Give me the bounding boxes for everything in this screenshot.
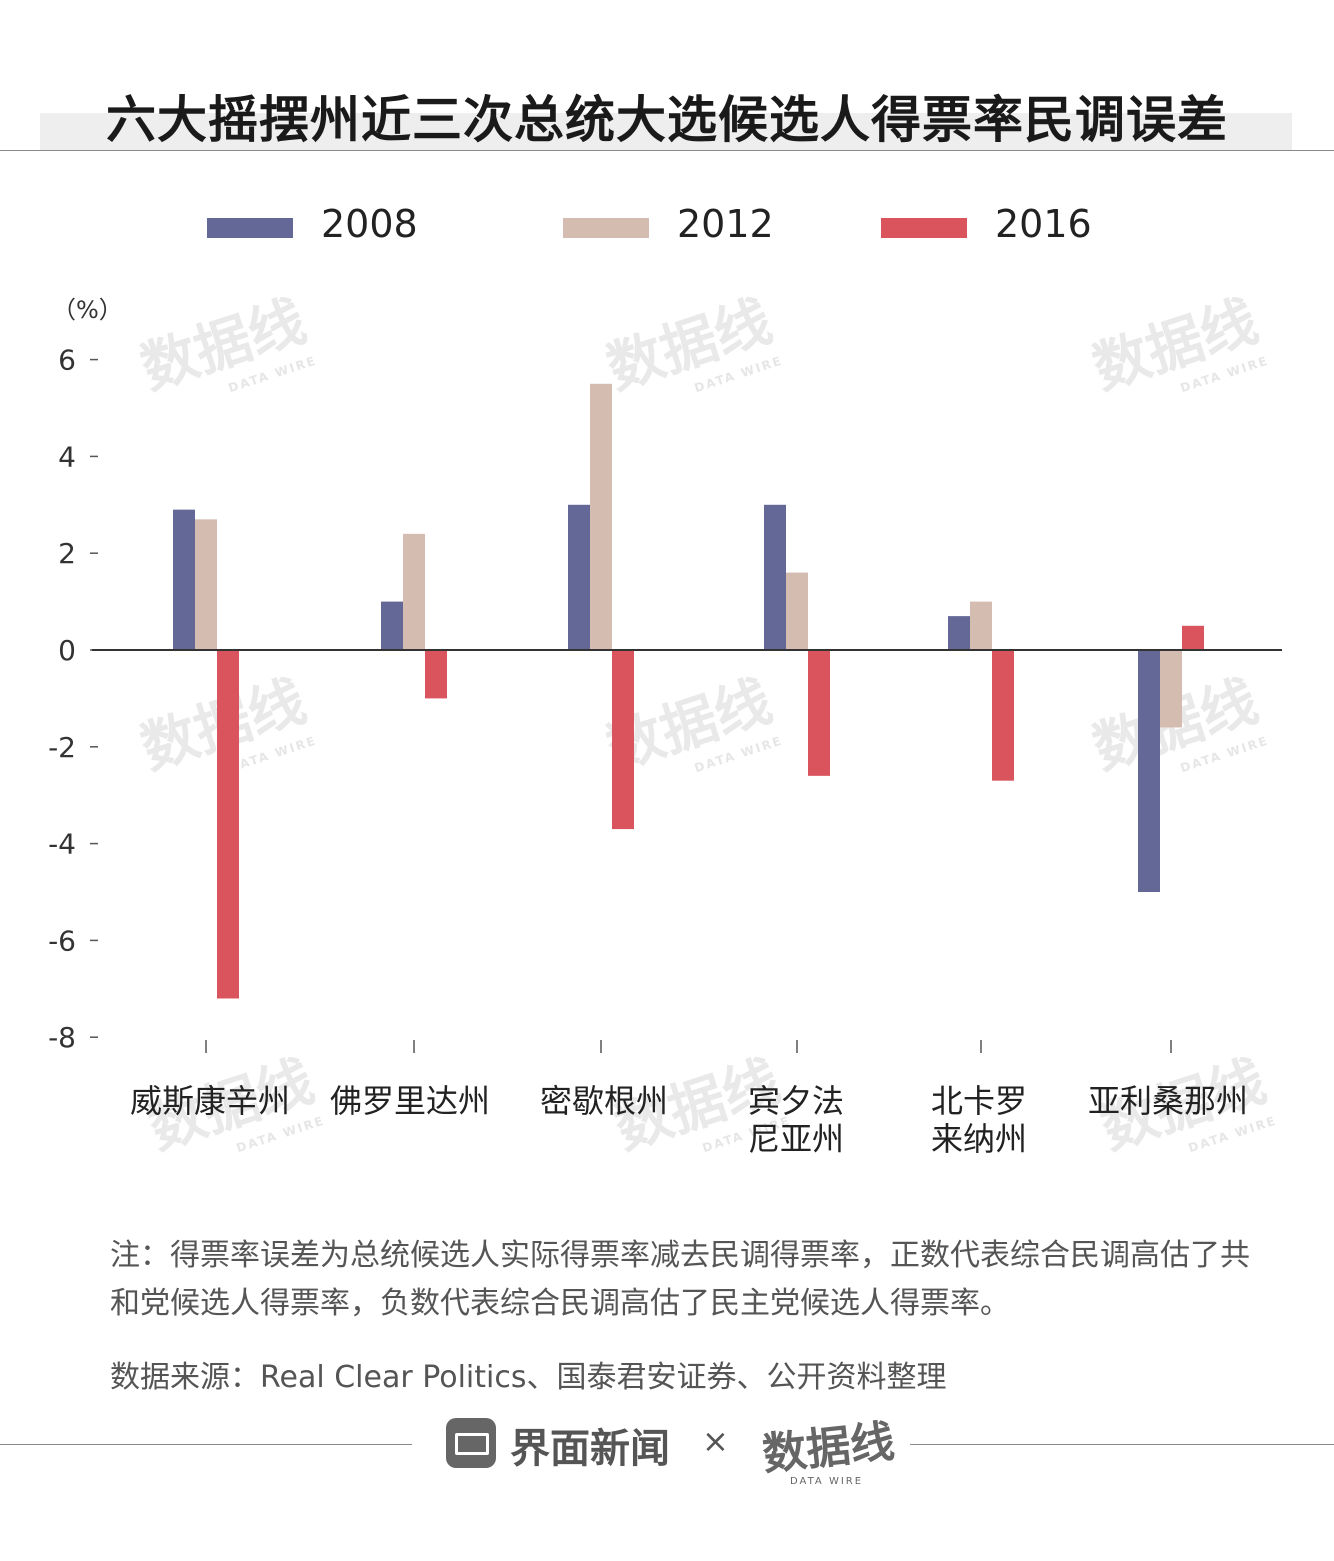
bar-2008-1 <box>381 601 403 650</box>
legend-label-2012: 2012 <box>677 202 774 246</box>
bar-2012-0 <box>195 519 217 650</box>
y-axis-unit: （%） <box>52 296 123 324</box>
bar-2012-2 <box>590 383 612 650</box>
bar-2016-4 <box>992 650 1014 781</box>
bar-2008-2 <box>568 504 590 650</box>
y-tick-label: 0 <box>58 634 76 667</box>
bar-2016-1 <box>425 650 447 699</box>
partner-name: 数据线 <box>760 1416 897 1481</box>
chart-note: 注：得票率误差为总统候选人实际得票率减去民调得票率，正数代表综合民调高估了共和党… <box>110 1238 1250 1321</box>
title-band <box>40 113 1292 151</box>
y-tick-label: -8 <box>48 1021 76 1054</box>
chart-title: 六大摇摆州近三次总统大选候选人得票率民调误差 <box>106 91 1228 149</box>
x-tick-label: 佛罗里达州 <box>330 1082 491 1120</box>
y-tick-label: -6 <box>48 924 76 957</box>
bar-2016-2 <box>612 650 634 830</box>
brand-name: 界面新闻 <box>510 1426 670 1472</box>
legend-swatch-2012 <box>563 218 649 238</box>
x-tick-label: 亚利桑那州 <box>1088 1082 1249 1120</box>
legend-label-2016: 2016 <box>995 202 1092 246</box>
legend: 2008 2012 2016 <box>0 200 1334 260</box>
legend-label-2008: 2008 <box>321 202 418 246</box>
bar-2008-0 <box>173 509 195 650</box>
y-tick-label: 4 <box>58 440 76 473</box>
x-tick-label: 宾夕法 尼亚州 <box>748 1082 845 1158</box>
bar-2016-3 <box>808 650 830 776</box>
x-tick-label: 北卡罗 来纳州 <box>931 1082 1028 1158</box>
bar-2012-1 <box>403 533 425 650</box>
x-tick-label: 密歇根州 <box>540 1082 669 1120</box>
y-tick-label: -2 <box>48 731 76 764</box>
bar-2012-5 <box>1160 650 1182 728</box>
footer-rule-left <box>0 1444 412 1445</box>
datawire-logo: 数据线 DATA WIRE <box>760 1412 897 1487</box>
times-icon: × <box>702 1422 729 1460</box>
legend-swatch-2016 <box>881 218 967 238</box>
bar-2016-5 <box>1182 625 1204 650</box>
bar-chart: 6 4 2 0 -2 -4 -6 -8 <box>48 344 1282 1054</box>
bar-2008-4 <box>948 616 970 650</box>
bar-2012-3 <box>786 572 808 650</box>
footer-rule-right <box>910 1444 1334 1445</box>
title-divider <box>0 150 1334 151</box>
partner-sub: DATA WIRE <box>790 1476 864 1487</box>
bar-2008-5 <box>1138 650 1160 892</box>
y-tick-label: 2 <box>58 537 76 570</box>
bar-2008-3 <box>764 504 786 650</box>
data-source: 数据来源：Real Clear Politics、国泰君安证券、公开资料整理 <box>110 1360 947 1395</box>
jiemian-logo-icon <box>446 1418 496 1468</box>
y-tick-label: -4 <box>48 828 76 861</box>
x-tick-label: 威斯康辛州 <box>130 1082 291 1120</box>
bar-2012-4 <box>970 601 992 650</box>
y-tick-label: 6 <box>58 344 76 377</box>
legend-swatch-2008 <box>207 218 293 238</box>
bar-2016-0 <box>217 650 239 999</box>
